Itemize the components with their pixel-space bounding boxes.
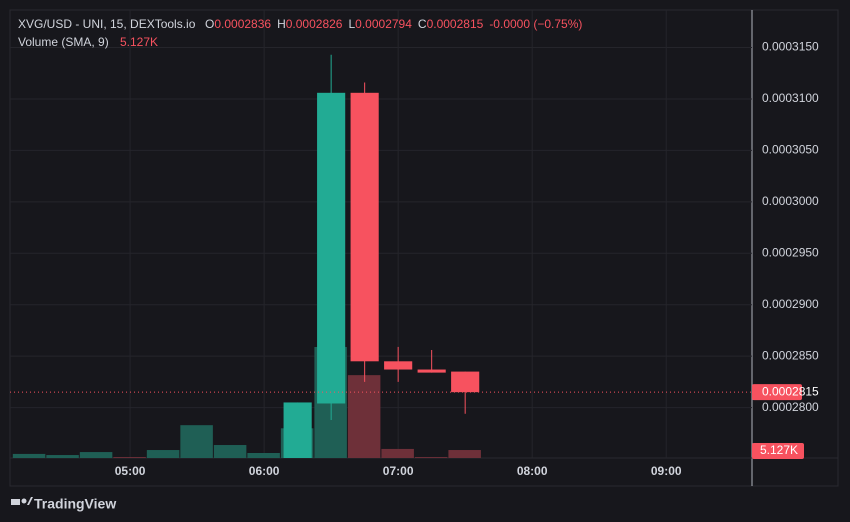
candle-body <box>451 371 480 393</box>
ohlc-value: 0.0002815 <box>427 17 484 31</box>
ohlc-label: C <box>418 17 427 31</box>
volume-bar <box>79 452 113 458</box>
axes: 0.0002800 0.0002850 0.0002900 0.0002950 0.00… <box>10 40 819 478</box>
candle-body <box>384 361 413 370</box>
volume-sma-label: 5.127K <box>760 443 798 457</box>
ohlc-value: 0.0002794 <box>355 17 412 31</box>
volume-bar <box>213 445 247 458</box>
ohlc-label: L <box>348 17 355 31</box>
y-tick-label: 0.0003050 <box>762 143 819 157</box>
volume-bar <box>247 452 280 458</box>
x-tick-label: 06:00 <box>249 464 280 478</box>
volume-bar <box>448 450 481 458</box>
volume-bar <box>146 450 180 458</box>
volume-bar <box>12 453 46 458</box>
candle-body <box>283 402 312 458</box>
logo <box>11 497 33 505</box>
volume-bar <box>414 457 448 458</box>
x-tick-label: 09:00 <box>651 464 682 478</box>
x-tick-label: 07:00 <box>383 464 414 478</box>
y-tick-label: 0.0002950 <box>762 245 819 259</box>
volume-sma-box <box>752 443 804 459</box>
ohlc-label: O <box>205 17 214 31</box>
volume-bar <box>381 448 414 458</box>
y-tick-label: 0.0002800 <box>762 400 819 414</box>
volume-bar <box>113 457 146 458</box>
candle-body <box>417 369 446 373</box>
y-tick-label: 0.0002900 <box>762 297 819 311</box>
x-tick-label: 05:00 <box>115 464 146 478</box>
y-tick-label: 0.0003000 <box>762 194 819 208</box>
ohlc: O0.0002836 H0.0002826 L0.0002794 C0.0002815… <box>205 17 582 31</box>
ohlc-value: 0.0002826 <box>286 17 343 31</box>
branding: TradingView <box>34 496 116 512</box>
volume-sma: 5.127K <box>120 35 158 49</box>
candles <box>283 54 480 458</box>
volume-title: Volume (SMA, 9) <box>18 35 109 49</box>
x-tick-label: 08:00 <box>517 464 548 478</box>
grid <box>10 10 752 458</box>
y-tick-label: 0.0003150 <box>762 40 819 54</box>
last-price-box <box>752 384 802 401</box>
frame <box>9 9 839 487</box>
volume-bar <box>46 455 79 458</box>
last-price-label: 0.0002815 <box>762 384 819 398</box>
change: -0.0000 (−0.75%) <box>489 17 582 31</box>
candle-body <box>317 92 346 404</box>
ohlc-label: H <box>277 17 286 31</box>
candle-body <box>350 92 379 362</box>
ohlc-value: 0.0002836 <box>214 17 271 31</box>
volume-bar <box>347 375 381 458</box>
y-tick-label: 0.0003100 <box>762 91 819 105</box>
volume-bar <box>180 425 213 458</box>
symbol: XVG/USD - UNI, 15, DEXTools.io <box>18 17 196 31</box>
y-tick-label: 0.0002850 <box>762 348 819 362</box>
